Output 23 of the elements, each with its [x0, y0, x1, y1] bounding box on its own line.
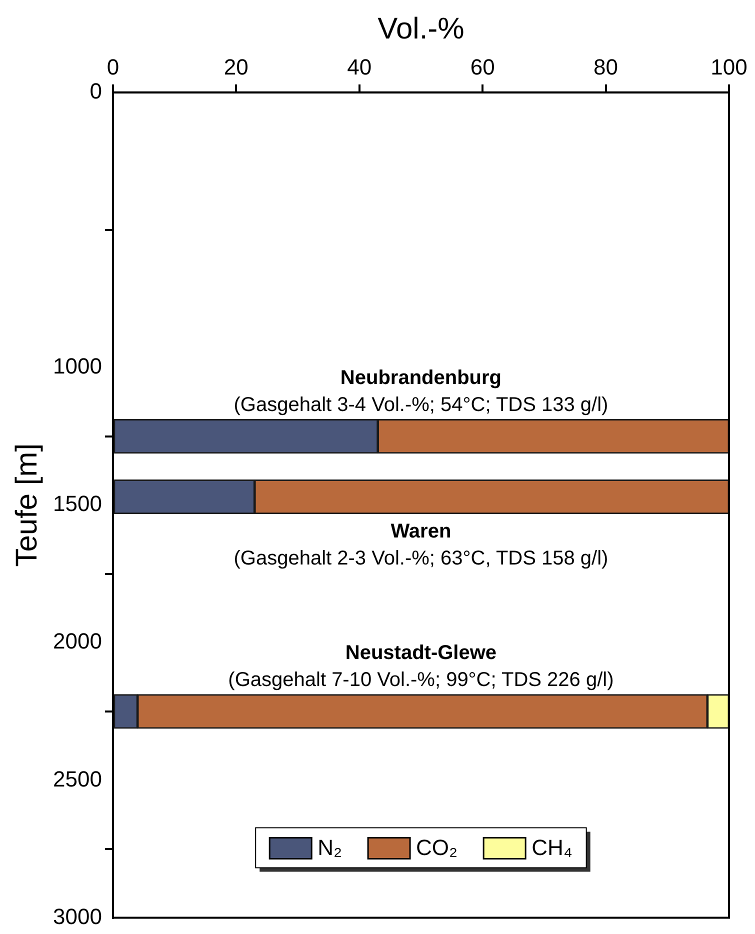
y-tick-label: 2000 — [52, 628, 102, 654]
annotation: (Gasgehalt 2-3 Vol.-%; 63°C, TDS 158 g/l) — [234, 547, 608, 570]
annotation: (Gasgehalt 3-4 Vol.-%; 54°C; TDS 133 g/l) — [234, 394, 608, 416]
legend-label: CH₄ — [532, 834, 572, 860]
x-tick-label: 0 — [106, 54, 120, 80]
x-tick-label: 20 — [224, 54, 248, 80]
y-tick-label: 1500 — [52, 491, 102, 516]
annotation: (Gasgehalt 7-10 Vol.-%; 99°C; TDS 226 g/l) — [228, 668, 614, 691]
x-tick-label: 60 — [470, 54, 495, 80]
x-tick-label: 80 — [594, 54, 618, 80]
legend-label: CO₂ — [416, 834, 458, 860]
y-tick-label: 1000 — [52, 354, 102, 379]
y-tick-label: 3000 — [52, 904, 102, 929]
annotation: Waren — [390, 520, 452, 542]
annotation: Neustadt-Glewe — [345, 642, 497, 664]
y-axis-title: Teufe [m] — [10, 443, 44, 567]
annotation: Neubrandenburg — [340, 366, 502, 389]
y-tick-label: 0 — [90, 78, 102, 104]
x-tick-label: 100 — [710, 54, 748, 80]
x-tick-label: 40 — [347, 54, 372, 80]
legend-label: N₂ — [318, 834, 342, 860]
y-tick-label: 2500 — [52, 766, 102, 792]
x-axis-title: Vol.-% — [378, 12, 464, 46]
